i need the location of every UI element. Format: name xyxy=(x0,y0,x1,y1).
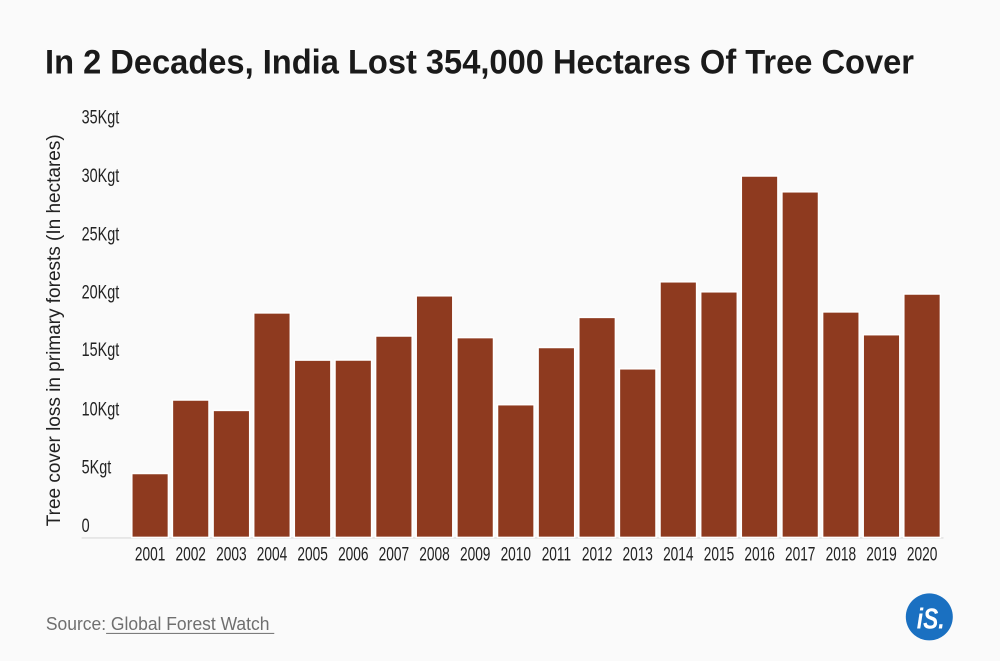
svg-text:iS.: iS. xyxy=(917,604,945,635)
